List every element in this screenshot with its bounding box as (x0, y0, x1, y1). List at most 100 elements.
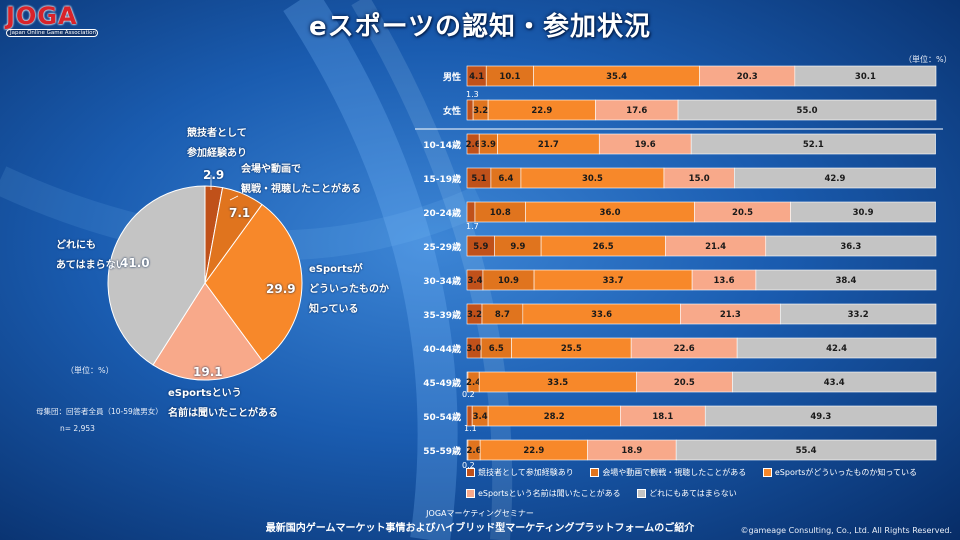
bar-value-label: 2.6 (466, 140, 481, 150)
bar-value-label: 18.9 (621, 446, 642, 456)
bar-value-label: 18.1 (652, 412, 673, 422)
pie-slice-none (107, 185, 206, 366)
bar-value-label: 13.6 (714, 276, 735, 286)
row-label: 男性 (442, 73, 461, 83)
pie-unit-label: （単位：%） (66, 366, 114, 375)
bar-value-label: 22.6 (674, 344, 695, 354)
bar-value-label: 9.9 (510, 242, 525, 252)
bar-segment (794, 65, 937, 87)
pie-value-heard: 19.1 (193, 365, 223, 379)
bar-value-label: 6.4 (498, 174, 513, 184)
bar-value-label: 19.6 (635, 140, 656, 150)
pie-value-competitor: 2.9 (203, 168, 225, 182)
bar-value-label: 52.1 (803, 140, 824, 150)
bar-segment (677, 99, 937, 121)
pie-n-label: n= 2,953 (60, 424, 95, 433)
bar-segment (779, 303, 937, 325)
pie-label-watched: 会場や動画で 観戦・視聴したことがある (241, 164, 361, 195)
legend-item-none: どれにもあてはまらない (637, 488, 737, 499)
row-label: 20-24歳 (423, 209, 461, 219)
bar-value-label: 15.0 (689, 174, 710, 184)
bar-value-label: 21.7 (538, 140, 559, 150)
bar-value-label: 4.1 (469, 72, 484, 82)
bar-segment (790, 201, 936, 223)
row-label: 50-54歳 (423, 413, 461, 423)
pie-chart (107, 175, 303, 381)
bar-value-label: 10.8 (490, 208, 511, 218)
bar-segment (755, 269, 937, 291)
small-value-below: 1.7 (466, 222, 479, 231)
bar-segment (704, 405, 937, 427)
bar-unit-label: （単位：%） (904, 55, 952, 64)
bar-value-label: 36.0 (600, 208, 621, 218)
legend-item-watched: 会場や動画で観戦・視聴したことがある (590, 467, 746, 478)
bar-segment (466, 405, 473, 427)
pie-label-heard: eSportsという 名前は聞いたことがある (168, 388, 278, 419)
bar-value-label: 3.4 (473, 412, 488, 422)
row-label: 25-29歳 (423, 243, 461, 253)
bar-value-label: 2.4 (466, 378, 481, 388)
bar-value-label: 3.0 (467, 344, 482, 354)
joga-logo: JOGA Japan Online Game Association (6, 4, 98, 44)
bar-value-label: 22.9 (523, 446, 544, 456)
bar-value-label: 22.9 (531, 106, 552, 116)
legend-item-know: eSportsがどういったものか知っている (762, 467, 917, 478)
pie-slice-know (204, 203, 303, 362)
bar-segment (732, 371, 937, 393)
row-label: 30-34歳 (423, 277, 461, 287)
bar-value-label: 5.1 (471, 174, 486, 184)
small-value-below: 0.2 (462, 390, 475, 399)
bar-value-label: 30.1 (855, 72, 876, 82)
bar-value-label: 20.3 (737, 72, 758, 82)
row-label: 40-44歳 (423, 345, 461, 355)
bar-segment (466, 201, 476, 223)
pie-value-watched: 7.1 (229, 206, 251, 220)
legend-swatch-icon (637, 489, 647, 498)
logo-subtitle: Japan Online Game Association (6, 29, 98, 37)
bar-segment (675, 439, 937, 461)
bar-segment (736, 337, 937, 359)
bar-value-label: 30.9 (853, 208, 874, 218)
row-label: 女性 (442, 107, 461, 117)
pie-value-none: 41.0 (120, 256, 150, 270)
small-value-below: 1.1 (464, 424, 477, 433)
bar-value-label: 33.2 (848, 310, 869, 320)
bar-value-label: 3.4 (467, 276, 482, 286)
bar-segment (734, 167, 936, 189)
pie-label-none: どれにも あてはまらない (56, 240, 126, 271)
small-value-above: 1.3 (466, 90, 479, 99)
bar-value-label: 33.5 (547, 378, 568, 388)
row-label: 10-14歳 (423, 141, 461, 151)
bar-value-label: 10.9 (498, 276, 519, 286)
bar-value-label: 33.6 (591, 310, 612, 320)
pie-slices (107, 185, 303, 381)
bar-value-label: 17.6 (626, 106, 647, 116)
legend-row-2: eSportsという名前は聞いたことがある どれにもあてはまらない (466, 488, 751, 499)
legend-swatch-icon (466, 468, 475, 477)
legend-swatch-icon (466, 489, 475, 498)
bar-value-label: 20.5 (674, 378, 695, 388)
bar-value-label: 42.9 (824, 174, 845, 184)
bar-value-label: 28.2 (544, 412, 565, 422)
bar-value-label: 3.2 (473, 106, 488, 116)
footer-seminar: JOGAマーケティングセミナー (426, 509, 534, 518)
legend-item-heard: eSportsという名前は聞いたことがある (466, 488, 621, 499)
logo-mark: JOGA (6, 2, 78, 30)
bar-value-label: 30.5 (582, 174, 603, 184)
bar-value-label: 55.4 (796, 446, 817, 456)
legend-row-1: 競技者として参加経験あり 会場や動画で観戦・視聴したことがある eSportsが… (466, 467, 931, 478)
bar-value-label: 21.4 (705, 242, 726, 252)
bar-rows: 4.1 10.1 35.4 20.3 30.13.2 22.9 17.6 55.02.6 3.9… (466, 65, 937, 461)
bar-segment (690, 133, 936, 155)
pie-connector-watched (229, 195, 239, 201)
bar-value-label: 3.9 (481, 140, 496, 150)
bar-segment (765, 235, 937, 257)
legend-swatch-icon (590, 468, 600, 477)
bar-value-label: 42.4 (826, 344, 847, 354)
row-label: 35-39歳 (423, 311, 461, 321)
bar-value-label: 2.6 (467, 446, 482, 456)
bar-value-label: 43.4 (824, 378, 845, 388)
bar-value-label: 6.5 (489, 344, 504, 354)
bar-value-label: 3.2 (467, 310, 482, 320)
bar-value-label: 21.3 (720, 310, 741, 320)
